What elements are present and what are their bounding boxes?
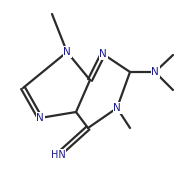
- Text: N: N: [63, 47, 71, 57]
- Text: HN: HN: [51, 150, 65, 160]
- Text: N: N: [151, 67, 159, 77]
- Text: N: N: [36, 113, 44, 123]
- Text: N: N: [113, 103, 121, 113]
- Text: N: N: [99, 49, 107, 59]
